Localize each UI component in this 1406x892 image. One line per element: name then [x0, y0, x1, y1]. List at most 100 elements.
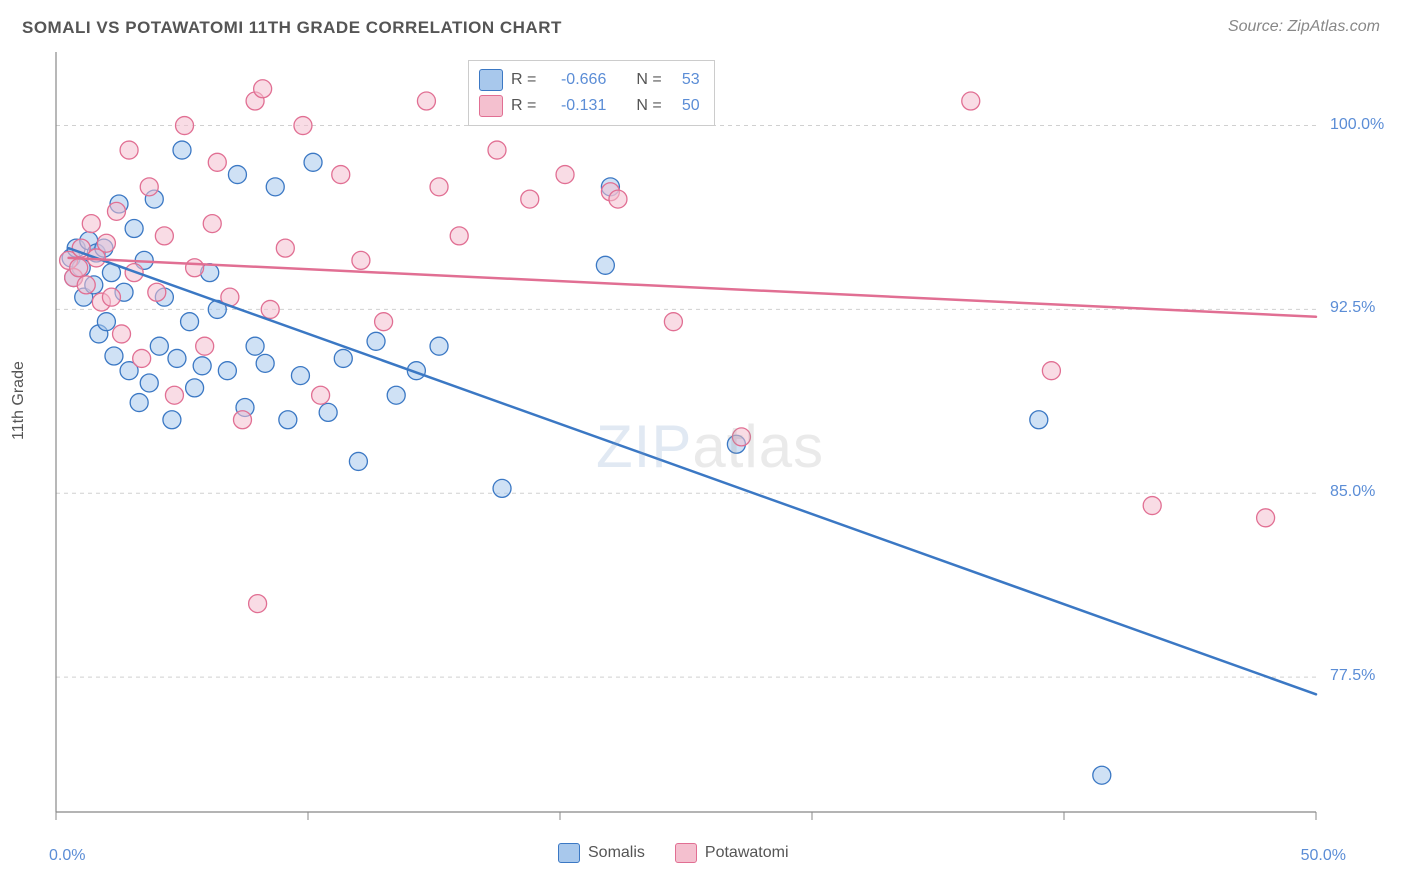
potawatomi-point [140, 178, 158, 196]
somalis-swatch-icon [479, 69, 503, 91]
somalis-point [163, 411, 181, 429]
x-axis-min-label: 0.0% [49, 847, 85, 865]
somalis-trendline [69, 248, 1316, 694]
potawatomi-point [352, 251, 370, 269]
y-tick-label: 92.5% [1330, 299, 1375, 317]
somalis-point [130, 394, 148, 412]
potawatomi-point [488, 141, 506, 159]
potawatomi-point [148, 283, 166, 301]
somalis-point [291, 367, 309, 385]
potawatomi-point [176, 117, 194, 135]
somalis-point [319, 403, 337, 421]
legend-N-label: N = [636, 67, 661, 93]
somalis-point [246, 337, 264, 355]
potawatomi-point [521, 190, 539, 208]
potawatomi-point [97, 234, 115, 252]
legend-label: Somalis [588, 844, 645, 862]
legend-N-value: 53 [670, 67, 700, 93]
potawatomi-point [294, 117, 312, 135]
potawatomi-point [962, 92, 980, 110]
potawatomi-point [276, 239, 294, 257]
potawatomi-point [203, 215, 221, 233]
potawatomi-point [82, 215, 100, 233]
legend-label: Potawatomi [705, 844, 789, 862]
somalis-point [168, 349, 186, 367]
somalis-point [430, 337, 448, 355]
series-legend: Somalis Potawatomi [558, 843, 789, 863]
y-tick-label: 100.0% [1330, 116, 1384, 134]
potawatomi-point [1257, 509, 1275, 527]
potawatomi-point [196, 337, 214, 355]
somalis-point [181, 313, 199, 331]
potawatomi-trendline [69, 258, 1316, 317]
legend-N-value: 50 [670, 93, 700, 119]
legend-R-label: R = [511, 67, 536, 93]
potawatomi-point [664, 313, 682, 331]
y-axis-label: 11th Grade [10, 361, 28, 440]
potawatomi-point [165, 386, 183, 404]
somalis-point [349, 452, 367, 470]
somalis-swatch-icon [558, 843, 580, 863]
somalis-point [367, 332, 385, 350]
somalis-point [228, 166, 246, 184]
somalis-point [279, 411, 297, 429]
source-attribution: Source: ZipAtlas.com [1228, 18, 1380, 36]
potawatomi-point [732, 428, 750, 446]
scatter-svg [56, 52, 1316, 812]
legend-item-potawatomi: Potawatomi [675, 843, 789, 863]
chart-title: SOMALI VS POTAWATOMI 11TH GRADE CORRELAT… [22, 18, 562, 38]
potawatomi-point [249, 595, 267, 613]
potawatomi-point [107, 202, 125, 220]
somalis-point [218, 362, 236, 380]
potawatomi-point [1042, 362, 1060, 380]
legend-R-label: R = [511, 93, 536, 119]
potawatomi-swatch-icon [479, 95, 503, 117]
potawatomi-point [430, 178, 448, 196]
legend-R-value: -0.666 [544, 67, 606, 93]
potawatomi-point [120, 141, 138, 159]
potawatomi-point [261, 300, 279, 318]
somalis-point [334, 349, 352, 367]
potawatomi-point [254, 80, 272, 98]
legend-row-somalis: R = -0.666 N = 53 [479, 67, 700, 93]
somalis-point [186, 379, 204, 397]
plot-area: ZIPatlas R =-0.666N =53R =-0.131N =50 [56, 52, 1316, 812]
potawatomi-point [155, 227, 173, 245]
potawatomi-point [113, 325, 131, 343]
somalis-point [304, 153, 322, 171]
legend-row-potawatomi: R =-0.131N =50 [479, 93, 700, 119]
somalis-point [387, 386, 405, 404]
potawatomi-point [417, 92, 435, 110]
potawatomi-point [233, 411, 251, 429]
somalis-point [193, 357, 211, 375]
correlation-legend: R = -0.666 N = 53R =-0.131N =50 [468, 60, 715, 126]
potawatomi-point [450, 227, 468, 245]
x-axis-max-label: 50.0% [1301, 847, 1346, 865]
potawatomi-point [332, 166, 350, 184]
somalis-point [256, 354, 274, 372]
somalis-point [105, 347, 123, 365]
potawatomi-point [1143, 497, 1161, 515]
somalis-point [173, 141, 191, 159]
potawatomi-point [312, 386, 330, 404]
legend-item-somalis: Somalis [558, 843, 645, 863]
potawatomi-point [133, 349, 151, 367]
somalis-point [1093, 766, 1111, 784]
potawatomi-point [70, 259, 88, 277]
y-tick-label: 77.5% [1330, 667, 1375, 685]
potawatomi-point [102, 288, 120, 306]
somalis-point [266, 178, 284, 196]
potawatomi-point [375, 313, 393, 331]
somalis-point [150, 337, 168, 355]
potawatomi-point [208, 153, 226, 171]
somalis-point [596, 256, 614, 274]
potawatomi-point [609, 190, 627, 208]
somalis-point [493, 479, 511, 497]
somalis-point [140, 374, 158, 392]
potawatomi-point [556, 166, 574, 184]
y-tick-label: 85.0% [1330, 483, 1375, 501]
potawatomi-point [186, 259, 204, 277]
somalis-point [1030, 411, 1048, 429]
somalis-point [125, 220, 143, 238]
somalis-point [97, 313, 115, 331]
